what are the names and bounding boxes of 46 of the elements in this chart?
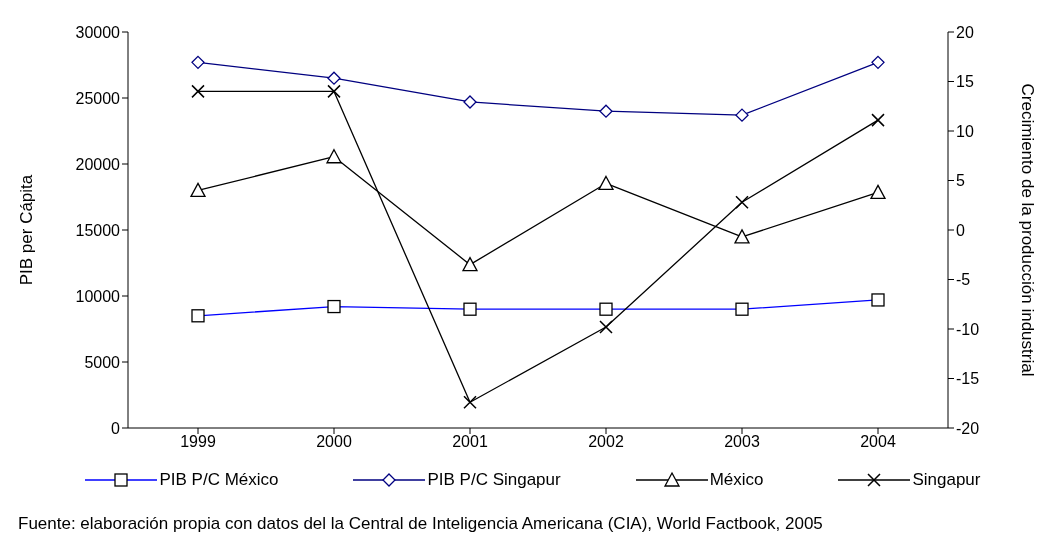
- point: [191, 84, 205, 99]
- point: [190, 182, 206, 198]
- point: [326, 149, 342, 164]
- x-tick-label: 2002: [588, 433, 624, 451]
- point: [599, 320, 613, 334]
- point: [871, 113, 885, 127]
- y2-tick-label: -20: [956, 419, 980, 437]
- point: [735, 108, 749, 122]
- y-tick-label: 20000: [75, 155, 121, 173]
- legend-label: México: [709, 470, 764, 490]
- point: [871, 55, 885, 70]
- y-tick-label: 25000: [75, 89, 121, 107]
- legend-label: PIB P/C Singapur: [427, 470, 561, 490]
- x-tick-label: 2004: [860, 433, 896, 451]
- x-tick-label: 2003: [724, 433, 760, 451]
- x-tick-label: 2000: [316, 433, 352, 451]
- y2-tick-label: -5: [956, 271, 971, 289]
- y2-tick-label: 15: [956, 73, 974, 91]
- y2-tick-label: 20: [956, 23, 974, 41]
- point: [734, 229, 750, 244]
- y-axis-title: PIB per Cápita: [17, 174, 37, 286]
- y-tick-label: 0: [111, 419, 121, 437]
- x-tick-label: 1999: [180, 433, 216, 451]
- y2-axis-title: Crecimiento de la producción industrial: [1017, 83, 1037, 377]
- y-tick-label: 5000: [84, 353, 121, 371]
- y2-tick-label: 5: [956, 172, 965, 190]
- legend-label: Singapur: [912, 470, 981, 490]
- point: [598, 175, 614, 191]
- point: [327, 84, 341, 99]
- y-tick-label: 10000: [75, 287, 121, 305]
- point: [735, 195, 749, 210]
- source-note: Fuente: elaboración propia con datos del la Central de Inteligencia Americana (CIA), World Factbook, 2005: [18, 514, 824, 534]
- point: [870, 184, 886, 200]
- point: [462, 257, 478, 272]
- point: [191, 55, 205, 70]
- point: [327, 71, 341, 85]
- x-tick-label: 2001: [452, 433, 488, 451]
- y2-tick-label: -15: [956, 370, 980, 388]
- y-tick-label: 30000: [75, 23, 121, 41]
- legend-label: PIB P/C México: [159, 470, 279, 490]
- y2-tick-label: 0: [956, 221, 965, 239]
- point: [463, 395, 477, 410]
- y2-tick-label: 10: [956, 122, 974, 140]
- y2-tick-label: -10: [956, 320, 980, 338]
- y-tick-label: 15000: [75, 221, 121, 239]
- point: [599, 104, 613, 118]
